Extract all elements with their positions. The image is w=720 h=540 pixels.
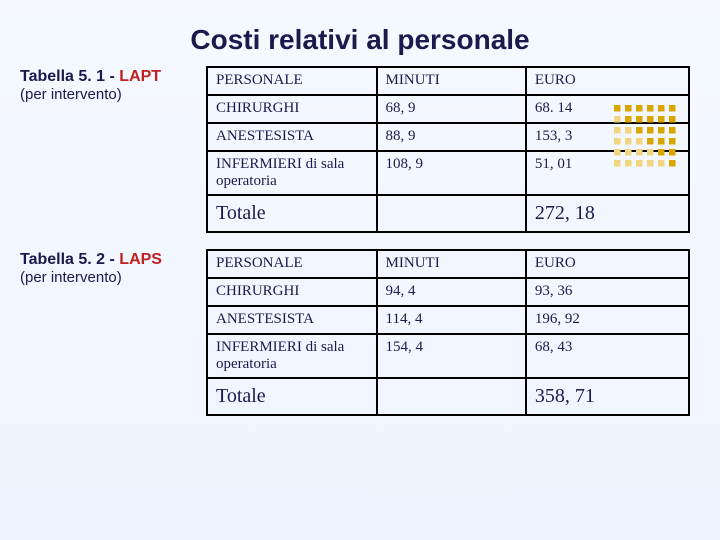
total-value: 272, 18 [526,195,689,232]
content-area: Tabella 5. 1 - LAPT (per intervento) PER… [0,66,720,416]
cell: 108, 9 [377,151,526,195]
cell: 114, 4 [377,306,526,334]
cell: INFERMIERI di sala operatoria [207,151,377,195]
table-label-code: LAPT [119,68,161,85]
total-label: Totale [207,195,377,232]
total-label: Totale [207,378,377,415]
col-header: MINUTI [377,250,526,278]
table-total-row: Totale 358, 71 [207,378,689,415]
cell: INFERMIERI di sala operatoria [207,334,377,378]
cell: 93, 36 [526,278,689,306]
total-value: 358, 71 [526,378,689,415]
section-lapt: Tabella 5. 1 - LAPT (per intervento) PER… [20,66,700,233]
table-subtitle: (per intervento) [20,86,200,103]
cell: 196, 92 [526,306,689,334]
cell: ANESTESISTA [207,306,377,334]
page-title: Costi relativi al personale [0,0,720,66]
section-label: Tabella 5. 2 - LAPS (per intervento) [20,249,206,416]
cell: 68, 43 [526,334,689,378]
table-row: INFERMIERI di sala operatoria 154, 4 68,… [207,334,689,378]
table-header-row: PERSONALE MINUTI EURO [207,250,689,278]
table-subtitle: (per intervento) [20,269,200,286]
table-laps: PERSONALE MINUTI EURO CHIRURGHI 94, 4 93… [206,249,690,416]
table-total-row: Totale 272, 18 [207,195,689,232]
table-row: ANESTESISTA 114, 4 196, 92 [207,306,689,334]
col-header: MINUTI [377,67,526,95]
total-blank [377,195,526,232]
col-header: PERSONALE [207,250,377,278]
table-label-code: LAPS [119,251,162,268]
cell: ANESTESISTA [207,123,377,151]
cell: 154, 4 [377,334,526,378]
table-label-prefix: Tabella 5. 2 - [20,251,119,268]
section-label: Tabella 5. 1 - LAPT (per intervento) [20,66,206,233]
table-row: CHIRURGHI 94, 4 93, 36 [207,278,689,306]
cell: 94, 4 [377,278,526,306]
section-laps: Tabella 5. 2 - LAPS (per intervento) PER… [20,249,700,416]
col-header: EURO [526,67,689,95]
cell: 68, 9 [377,95,526,123]
table-header-row: PERSONALE MINUTI EURO [207,67,689,95]
cell: CHIRURGHI [207,95,377,123]
col-header: PERSONALE [207,67,377,95]
decor-dots [614,105,684,167]
col-header: EURO [526,250,689,278]
cell: CHIRURGHI [207,278,377,306]
total-blank [377,378,526,415]
table-label-prefix: Tabella 5. 1 - [20,68,119,85]
cell: 88, 9 [377,123,526,151]
